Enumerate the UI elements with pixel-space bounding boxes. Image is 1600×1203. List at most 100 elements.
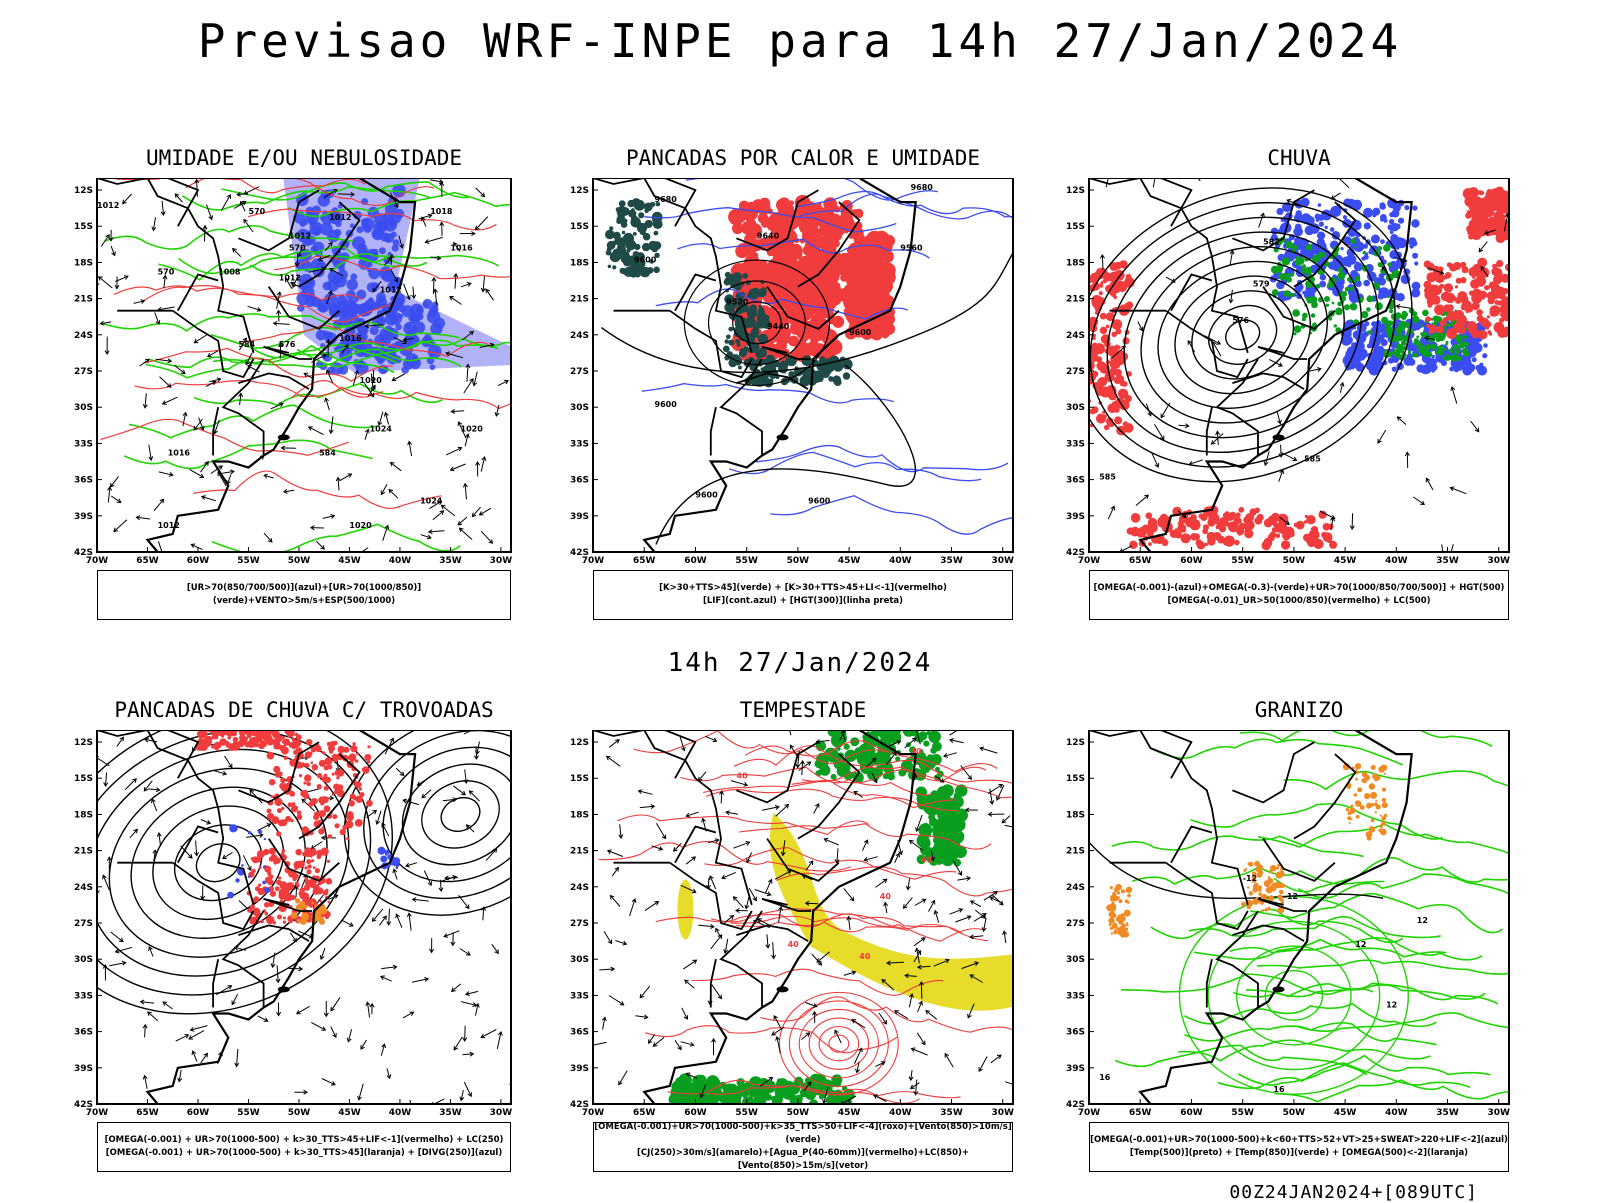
contour-label: 570 bbox=[289, 243, 306, 252]
lon-tick-label: 50W bbox=[288, 1108, 311, 1118]
lat-tick-label: 36S bbox=[74, 1028, 93, 1038]
panel-title: PANCADAS POR CALOR E UMIDADE bbox=[593, 146, 1013, 170]
lon-tick-label: 55W bbox=[237, 556, 260, 566]
lat-tick-label: 12S bbox=[1066, 738, 1085, 748]
lon-tick-label: 50W bbox=[288, 556, 311, 566]
lon-tick-label: 40W bbox=[389, 1108, 412, 1118]
contour-label: 1016 bbox=[450, 243, 473, 252]
lat-tick-label: 30S bbox=[1066, 403, 1085, 413]
panel-title: UMIDADE E/OU NEBULOSIDADE bbox=[97, 146, 511, 170]
lon-tick-label: 30W bbox=[992, 1108, 1015, 1118]
panel-title: PANCADAS DE CHUVA C/ TROVOADAS bbox=[97, 698, 511, 722]
panel-title: GRANIZO bbox=[1089, 698, 1509, 722]
panel-title: TEMPESTADE bbox=[593, 698, 1013, 722]
lon-tick-label: 60W bbox=[187, 1108, 210, 1118]
lon-tick-label: 30W bbox=[490, 556, 513, 566]
lat-tick-label: 24S bbox=[1066, 883, 1085, 893]
lat-tick-label: 21S bbox=[570, 295, 589, 305]
lat-tick-label: 36S bbox=[74, 476, 93, 486]
lat-tick-label: 30S bbox=[570, 955, 589, 965]
lat-tick-label: 27S bbox=[570, 919, 589, 929]
lat-tick-label: 30S bbox=[1066, 955, 1085, 965]
lat-tick-label: 15S bbox=[570, 774, 589, 784]
lat-tick-label: 39S bbox=[74, 512, 93, 522]
middle-date: 14h 27/Jan/2024 bbox=[0, 648, 1600, 678]
lon-tick-label: 30W bbox=[1488, 1108, 1511, 1118]
contour-label: 12 bbox=[1355, 940, 1366, 949]
lon-tick-label: 65W bbox=[136, 1108, 159, 1118]
contour-label: 16 bbox=[1099, 1073, 1111, 1082]
lat-tick-label: 33S bbox=[74, 991, 93, 1001]
lon-tick-label: 70W bbox=[582, 556, 605, 566]
lon-tick-label: 70W bbox=[1078, 556, 1101, 566]
lon-tick-label: 60W bbox=[1180, 556, 1203, 566]
legend-line: [CJ(250)>30m/s](amarelo)+[Agua_P(40-60mm… bbox=[594, 1147, 1012, 1173]
lat-tick-label: 18S bbox=[570, 810, 589, 820]
panel-legend: [OMEGA(-0.001)+UR>70(1000-500)+k>35_TTS>… bbox=[593, 1122, 1013, 1172]
lat-tick-label: 27S bbox=[1066, 367, 1085, 377]
lon-tick-label: 30W bbox=[992, 556, 1015, 566]
contour-label: 570 bbox=[158, 268, 175, 277]
lat-tick-label: 12S bbox=[570, 186, 589, 196]
lon-tick-label: 35W bbox=[1436, 556, 1459, 566]
contour-label: 9600 bbox=[808, 497, 831, 506]
contour-label: 9600 bbox=[655, 400, 678, 409]
lat-tick-label: 24S bbox=[570, 331, 589, 341]
contour-label: 1012 bbox=[329, 213, 351, 222]
contour-label: 9600 bbox=[634, 256, 657, 265]
lat-tick-label: 24S bbox=[570, 883, 589, 893]
contour-label: 12 bbox=[1417, 916, 1428, 925]
lon-tick-label: 70W bbox=[86, 556, 109, 566]
lon-tick-label: 45W bbox=[1334, 556, 1357, 566]
contour-label: 40 bbox=[880, 892, 892, 901]
contour-label: 579 bbox=[1253, 280, 1270, 289]
contour-label: 570 bbox=[249, 207, 266, 216]
lon-tick-label: 65W bbox=[633, 1108, 656, 1118]
panel-title: CHUVA bbox=[1089, 146, 1509, 170]
lon-tick-label: 40W bbox=[889, 556, 912, 566]
lat-tick-label: 21S bbox=[74, 295, 93, 305]
lon-tick-label: 60W bbox=[187, 556, 210, 566]
forecast-map: 1012101210121008101210181016101210161020… bbox=[57, 178, 521, 582]
contour-label: 1016 bbox=[168, 449, 191, 458]
contour-label: -12 bbox=[1243, 874, 1257, 883]
contour-label: 1024 bbox=[420, 497, 443, 506]
lon-tick-label: 40W bbox=[1385, 556, 1408, 566]
lon-tick-label: 70W bbox=[582, 1108, 605, 1118]
lon-tick-label: 45W bbox=[838, 1108, 861, 1118]
lat-tick-label: 12S bbox=[74, 738, 93, 748]
lon-tick-label: 70W bbox=[1078, 1108, 1101, 1118]
lat-tick-label: 12S bbox=[570, 738, 589, 748]
lat-tick-label: 30S bbox=[570, 403, 589, 413]
lon-tick-label: 50W bbox=[1283, 1108, 1306, 1118]
contour-label: 9440 bbox=[767, 322, 790, 331]
lat-tick-label: 18S bbox=[570, 258, 589, 268]
lat-tick-label: 39S bbox=[1066, 1064, 1085, 1074]
contour-label: 585 bbox=[1304, 455, 1321, 464]
lat-tick-label: 36S bbox=[1066, 1028, 1085, 1038]
legend-line: [OMEGA(-0.001)+UR>70(1000-500)+k<60+TTS>… bbox=[1090, 1134, 1508, 1147]
contour-label: 576 bbox=[1232, 316, 1249, 325]
lat-tick-label: 39S bbox=[1066, 512, 1085, 522]
lat-tick-label: 21S bbox=[570, 847, 589, 857]
lon-tick-label: 55W bbox=[237, 1108, 260, 1118]
lon-tick-label: 35W bbox=[1436, 1108, 1459, 1118]
contour-label: 1020 bbox=[349, 521, 372, 530]
lat-tick-label: 18S bbox=[74, 258, 93, 268]
lat-tick-label: 15S bbox=[74, 222, 93, 232]
legend-line: [K>30+TTS>45](verde) + [K>30+TTS>45+LI<-… bbox=[594, 582, 1012, 595]
lat-tick-label: 27S bbox=[570, 367, 589, 377]
contour-label: 9520 bbox=[726, 298, 749, 307]
lat-tick-label: 24S bbox=[74, 883, 93, 893]
lat-tick-label: 24S bbox=[1066, 331, 1085, 341]
lon-tick-label: 65W bbox=[136, 556, 159, 566]
lat-tick-label: 15S bbox=[1066, 774, 1085, 784]
lat-tick-label: 21S bbox=[1066, 295, 1085, 305]
lat-tick-label: 24S bbox=[74, 331, 93, 341]
contour-label: 585 bbox=[1099, 473, 1116, 482]
lon-tick-label: 35W bbox=[439, 1108, 462, 1118]
contour-label: 1024 bbox=[370, 424, 393, 433]
lat-tick-label: 39S bbox=[570, 512, 589, 522]
lon-tick-label: 50W bbox=[787, 1108, 810, 1118]
contour-label: 12 bbox=[1386, 1001, 1397, 1010]
